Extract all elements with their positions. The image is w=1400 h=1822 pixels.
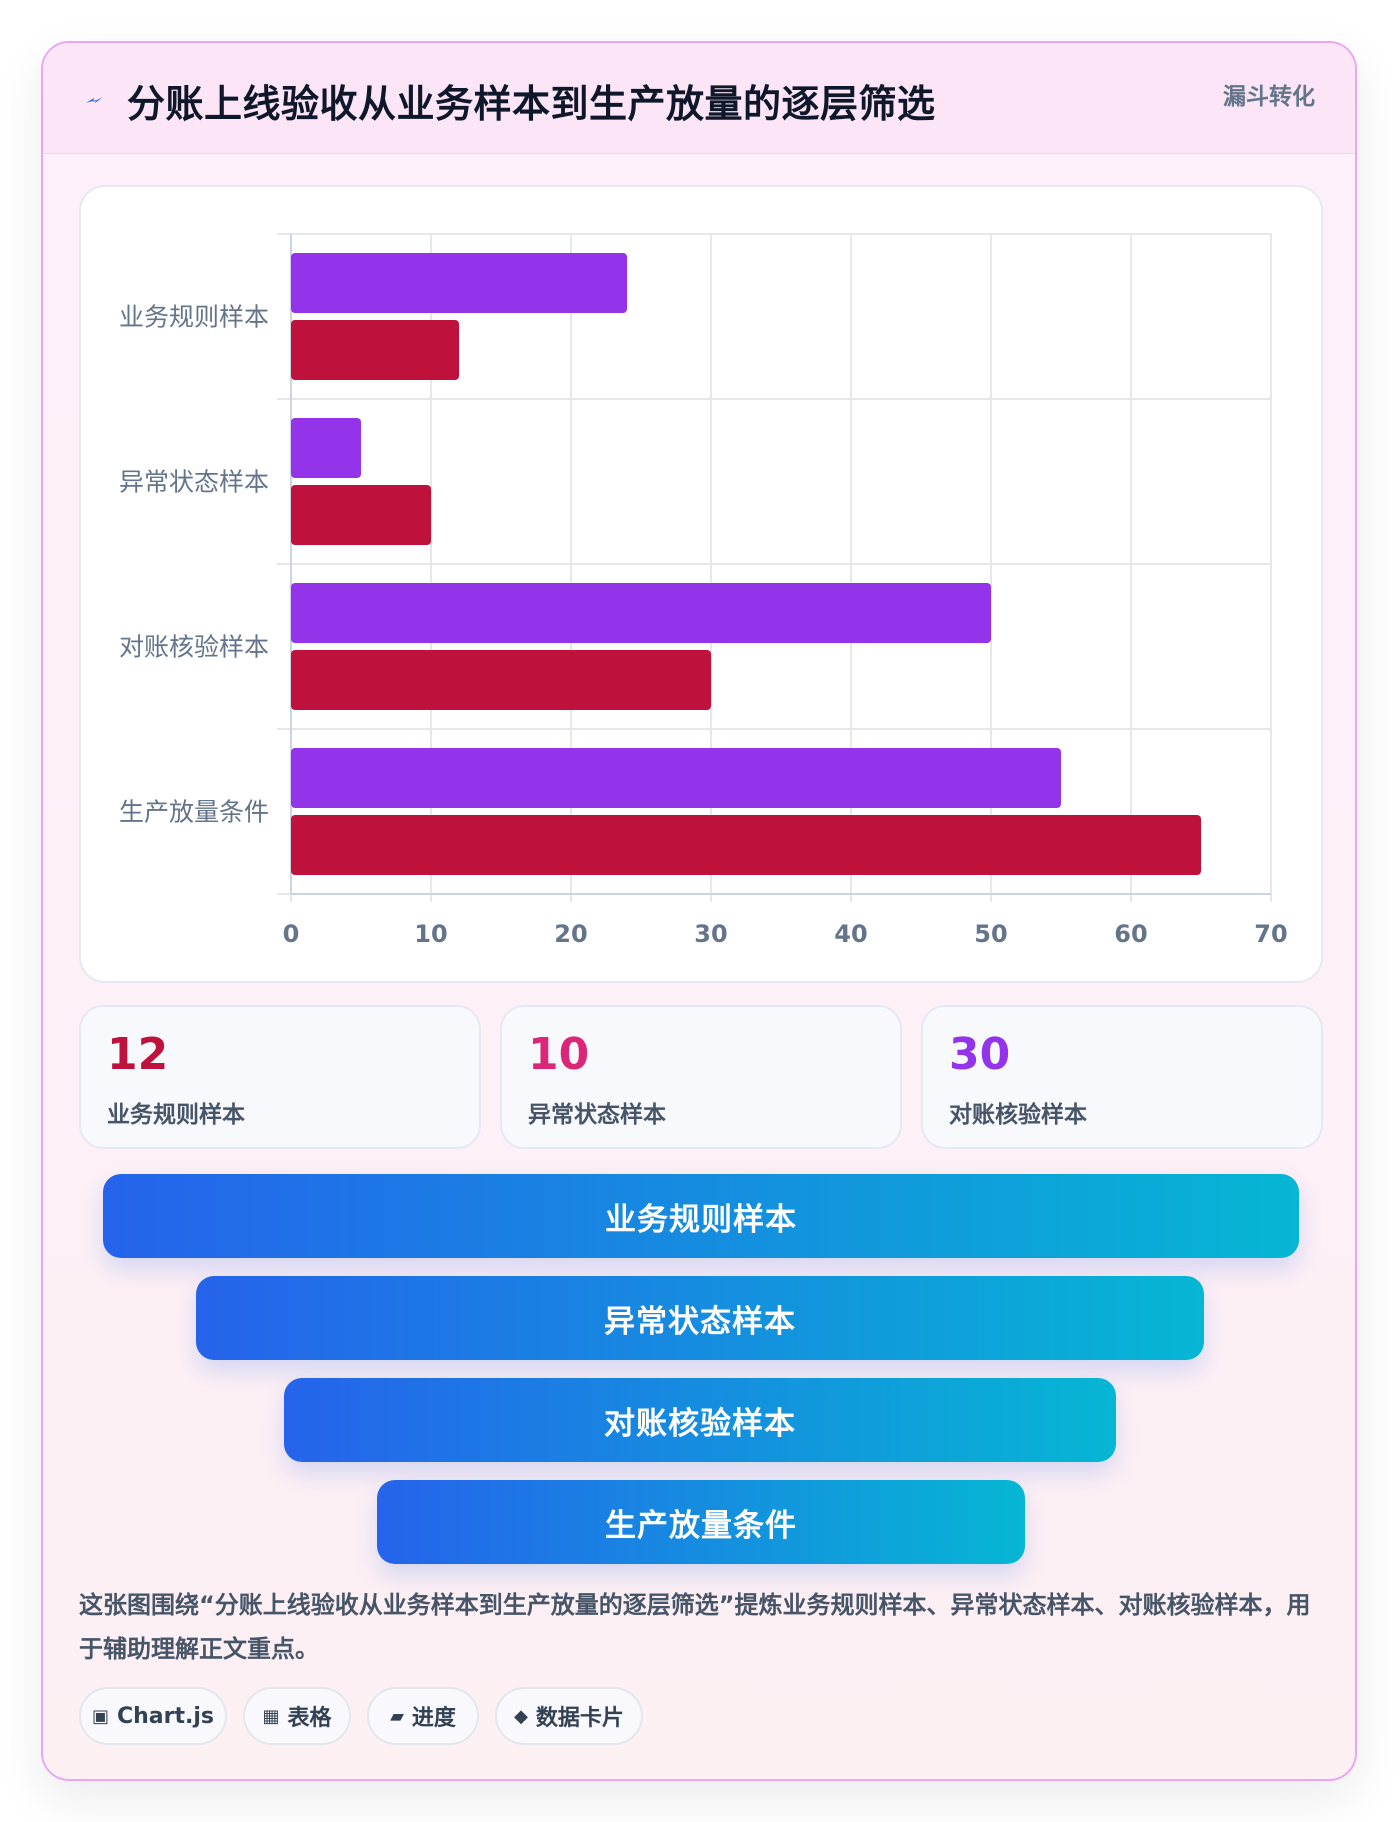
- bar-series-1: [291, 748, 1061, 808]
- y-tick-label: 异常状态样本: [119, 468, 269, 497]
- chart-card: 分账上线验收从业务样本到生产放量的逐层筛选 漏斗转化 0 10 20 30 40 50 60…: [41, 41, 1357, 1781]
- lightning-icon: [86, 97, 103, 103]
- bar-series-2: [291, 485, 431, 545]
- stat-value: 30: [949, 1029, 1011, 1080]
- chart-icon: ▣: [91, 1705, 109, 1727]
- stat-card-1: 12 业务规则样本: [79, 1005, 481, 1149]
- tag-label: Chart.js: [117, 1703, 215, 1729]
- x-tick-label: 20: [554, 920, 587, 948]
- bar-series-1: [291, 583, 991, 643]
- progress-icon: ▰: [390, 1705, 404, 1727]
- stat-card-2: 10 异常状态样本: [500, 1005, 902, 1149]
- stat-label: 对账核验样本: [949, 1102, 1087, 1128]
- tag-label: 数据卡片: [535, 1706, 624, 1731]
- tag-data-cards[interactable]: ◆ 数据卡片: [495, 1687, 643, 1745]
- x-tick-label: 30: [694, 920, 727, 948]
- chart-description: 这张图围绕“分账上线验收从业务样本到生产放量的逐层筛选”提炼业务规则样本、异常状…: [79, 1591, 1311, 1663]
- chart-type-badge: 漏斗转化: [1223, 84, 1315, 110]
- x-tick-label: 0: [283, 920, 300, 948]
- card-header: 分账上线验收从业务样本到生产放量的逐层筛选 漏斗转化: [43, 43, 1355, 154]
- funnel-stage-2: 异常状态样本: [196, 1276, 1204, 1360]
- y-tick-label: 业务规则样本: [119, 303, 269, 332]
- x-tick-label: 70: [1254, 920, 1287, 948]
- tag-progress[interactable]: ▰ 进度: [367, 1687, 479, 1745]
- stat-label: 异常状态样本: [528, 1102, 666, 1128]
- stat-label: 业务规则样本: [107, 1102, 245, 1128]
- bar-series-2: [291, 815, 1201, 875]
- diamond-icon: ◆: [514, 1705, 528, 1727]
- x-tick-label: 40: [834, 920, 867, 948]
- y-tick-label: 生产放量条件: [119, 798, 269, 827]
- x-tick-label: 50: [974, 920, 1007, 948]
- funnel-stage-4: 生产放量条件: [377, 1480, 1025, 1564]
- tag-chartjs[interactable]: ▣ Chart.js: [79, 1687, 227, 1745]
- stat-card-3: 30 对账核验样本: [921, 1005, 1323, 1149]
- funnel-stage-1: 业务规则样本: [103, 1174, 1299, 1258]
- bar-series-2: [291, 650, 711, 710]
- bar-series-1: [291, 418, 361, 478]
- bar-series-1: [291, 253, 627, 313]
- x-tick-label: 60: [1114, 920, 1147, 948]
- stat-value: 10: [528, 1029, 590, 1080]
- funnel-stage-3: 对账核验样本: [284, 1378, 1116, 1462]
- tag-label: 表格: [287, 1706, 332, 1731]
- tag-table[interactable]: ▦ 表格: [243, 1687, 351, 1745]
- page-title: 分账上线验收从业务样本到生产放量的逐层筛选: [127, 82, 936, 126]
- bar-series-2: [291, 320, 459, 380]
- tag-label: 进度: [411, 1706, 456, 1731]
- bar-chart: 0 10 20 30 40 50 60 70 业务规则样本 异常状态样本 对账核验样本 生产放量条件: [79, 185, 1323, 983]
- stat-value: 12: [107, 1029, 169, 1080]
- table-icon: ▦: [262, 1705, 280, 1727]
- x-tick-label: 10: [414, 920, 447, 948]
- y-tick-label: 对账核验样本: [119, 633, 269, 662]
